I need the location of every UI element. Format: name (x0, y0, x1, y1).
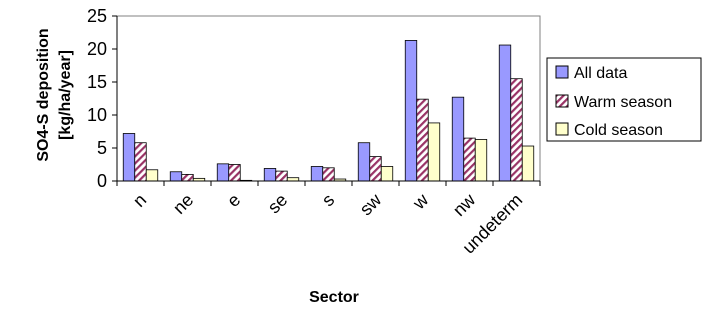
x-axis-title: Sector (309, 289, 359, 306)
bar-warm-season-undeterm (510, 78, 523, 182)
legend-frame (546, 57, 702, 142)
bar-all-data-se (263, 168, 277, 182)
bar-warm-season-nw (463, 137, 476, 182)
bar-warm-season-w (416, 98, 429, 182)
legend-swatch-cold-season (555, 122, 569, 136)
y-axis-title-line-1: SO4-S deposition (35, 28, 52, 161)
x-tick-label-ne: ne (169, 190, 197, 218)
bar-all-data-n (122, 133, 136, 182)
bar-warm-season-ne (181, 173, 194, 182)
bar-cold-season-w (427, 122, 441, 182)
bar-warm-season-sw (369, 156, 382, 182)
bar-cold-season-nw (474, 139, 488, 182)
bar-warm-season-e (228, 164, 241, 182)
x-tick-label-se: se (264, 190, 292, 218)
y-tick-label: 25 (87, 6, 107, 26)
y-tick-label: 15 (87, 72, 107, 92)
y-tick-label: 5 (97, 138, 107, 158)
legend: All data Warm season Cold season (546, 57, 702, 142)
x-tick-label-e: e (223, 190, 244, 211)
legend-swatch-all-data (555, 65, 569, 79)
bar-all-data-ne (169, 171, 183, 182)
axes (112, 15, 541, 186)
x-tick-label-n: n (129, 190, 150, 211)
y-tick-label: 0 (97, 171, 107, 191)
bar-all-data-undeterm (498, 44, 512, 182)
bar-cold-season-undeterm (521, 145, 535, 182)
legend-label-warm-season: Warm season (574, 94, 672, 111)
bar-all-data-s (310, 166, 324, 182)
bar-warm-season-n (134, 142, 147, 182)
bar-cold-season-sw (380, 166, 394, 182)
y-axis-title-line-2: [kg/ha/year] (57, 50, 74, 140)
bar-cold-season-n (145, 169, 159, 182)
y-tick-label: 10 (87, 105, 107, 125)
legend-label-all-data: All data (574, 65, 627, 82)
x-tick-label-s: s (318, 190, 339, 211)
bar-all-data-w (404, 40, 418, 182)
bar-all-data-e (216, 163, 230, 182)
x-tick-label-nw: nw (449, 189, 480, 220)
y-tick-label: 20 (87, 39, 107, 59)
bar-warm-season-s (322, 167, 335, 182)
y-tick-labels: 0 5 10 15 20 25 (87, 6, 107, 191)
bars (122, 40, 535, 182)
legend-label-cold-season: Cold season (574, 122, 663, 139)
x-tick-label-w: w (408, 189, 433, 214)
legend-swatch-warm-season (555, 94, 569, 108)
x-tick-label-sw: sw (356, 189, 386, 219)
bar-all-data-nw (451, 96, 465, 182)
bar-all-data-sw (357, 142, 371, 182)
bar-warm-season-se (275, 170, 288, 182)
